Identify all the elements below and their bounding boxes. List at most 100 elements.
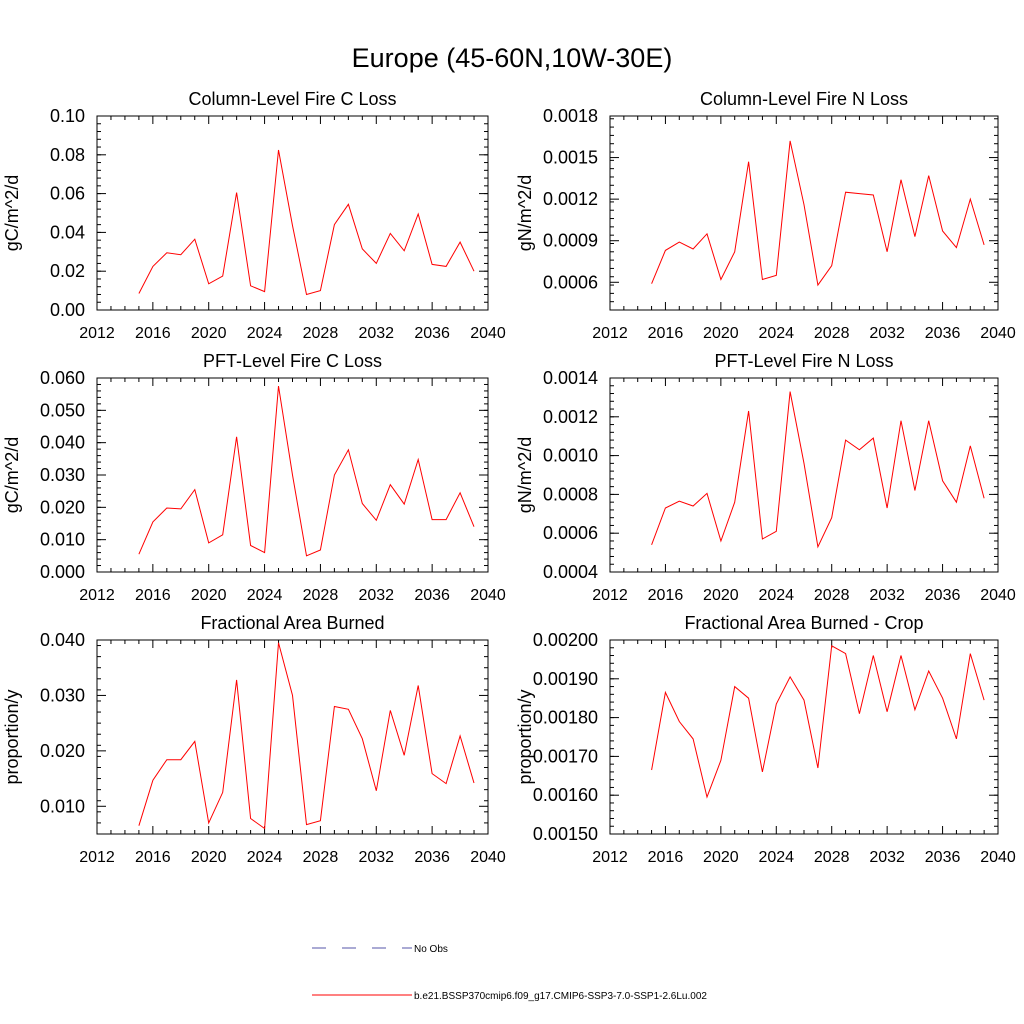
x-tick-label: 2036 (925, 587, 961, 604)
x-tick-label: 2036 (414, 587, 450, 604)
x-tick-label: 2016 (648, 849, 684, 866)
x-tick-label: 2036 (414, 325, 450, 342)
y-tick-label: 0.0006 (543, 523, 598, 543)
x-tick-label: 2040 (470, 849, 506, 866)
x-tick-label: 2036 (414, 849, 450, 866)
x-tick-label: 2024 (758, 587, 794, 604)
legend: No Obs b.e21.BSSP370cmip6.f09_g17.CMIP6-… (312, 944, 707, 1002)
x-tick-label: 2040 (980, 849, 1016, 866)
x-tick-label: 2032 (869, 849, 905, 866)
y-tick-label: 0.0014 (543, 368, 598, 388)
legend-label-no-obs: No Obs (414, 944, 448, 955)
x-tick-label: 2032 (358, 325, 394, 342)
x-tick-label: 2028 (814, 325, 850, 342)
chart-panel-3: PFT-Level Fire C Loss gC/m^2/d 2012 2016 202… (2, 351, 506, 604)
x-tick-label: 2028 (303, 587, 339, 604)
legend-label-model: b.e21.BSSP370cmip6.f09_g17.CMIP6-SSP3-7.… (414, 991, 707, 1002)
chart-title: Fractional Area Burned (200, 613, 384, 633)
y-tick-label: 0.050 (40, 400, 85, 420)
y-tick-label: 0.08 (50, 145, 85, 165)
x-tick-label: 2032 (358, 849, 394, 866)
plot-frame (609, 115, 999, 311)
x-tick-label: 2040 (980, 325, 1016, 342)
y-tick-label: 0.0006 (543, 272, 598, 292)
x-tick-label: 2012 (79, 325, 115, 342)
x-tick-label: 2028 (814, 849, 850, 866)
x-tick-label: 2012 (592, 325, 628, 342)
plot-frame (609, 639, 999, 835)
x-tick-label: 2024 (247, 325, 283, 342)
x-tick-label: 2012 (79, 849, 115, 866)
y-tick-label: 0.020 (40, 741, 85, 761)
y-tick-label: 0.00190 (533, 669, 598, 689)
panels: Column-Level Fire C Loss gC/m^2/d 2012 2016… (2, 89, 1016, 866)
y-tick-label: 0.030 (40, 685, 85, 705)
y-tick-label: 0.10 (50, 106, 85, 126)
x-tick-label: 2020 (703, 587, 739, 604)
plot-frame (609, 377, 999, 573)
y-tick-label: 0.06 (50, 184, 85, 204)
x-tick-label: 2036 (925, 325, 961, 342)
x-tick-label: 2016 (135, 325, 171, 342)
figure-title: Europe (45-60N,10W-30E) (352, 43, 673, 73)
chart-panel-5: Fractional Area Burned proportion/y 2012 20… (2, 613, 506, 866)
y-tick-label: 0.000 (40, 562, 85, 582)
chart-panel-6: Fractional Area Burned - Crop proportion/… (515, 613, 1016, 866)
x-tick-label: 2012 (592, 587, 628, 604)
y-tick-label: 0.010 (40, 530, 85, 550)
x-tick-label: 2020 (703, 849, 739, 866)
chart-title: PFT-Level Fire N Loss (714, 351, 893, 371)
x-tick-label: 2040 (470, 325, 506, 342)
plot-frame (96, 639, 489, 835)
y-tick-label: 0.040 (40, 630, 85, 650)
series-line (651, 391, 985, 549)
chart-panel-2: Column-Level Fire N Loss gN/m^2/d 2012 2016… (515, 89, 1016, 342)
chart-panel-1: Column-Level Fire C Loss gC/m^2/d 2012 2016… (2, 89, 506, 342)
y-tick-label: 0.00 (50, 300, 85, 320)
y-tick-label: 0.02 (50, 261, 85, 281)
y-axis-label: proportion/y (2, 689, 22, 784)
x-tick-label: 2032 (358, 587, 394, 604)
y-tick-label: 0.0012 (543, 189, 598, 209)
y-tick-label: 0.0010 (543, 446, 598, 466)
y-tick-label: 0.020 (40, 497, 85, 517)
chart-title: Column-Level Fire N Loss (700, 89, 908, 109)
y-tick-label: 0.0015 (543, 148, 598, 168)
y-tick-label: 0.010 (40, 796, 85, 816)
y-tick-label: 0.00170 (533, 746, 598, 766)
y-tick-label: 0.0004 (543, 562, 598, 582)
y-axis-label: gC/m^2/d (2, 175, 22, 251)
y-tick-label: 0.00180 (533, 708, 598, 728)
x-tick-label: 2020 (191, 587, 227, 604)
x-tick-label: 2024 (247, 849, 283, 866)
x-tick-label: 2024 (247, 587, 283, 604)
x-tick-label: 2012 (592, 849, 628, 866)
x-tick-label: 2032 (869, 587, 905, 604)
chart-title: Fractional Area Burned - Crop (684, 613, 923, 633)
y-axis-label: gN/m^2/d (515, 437, 535, 513)
y-tick-label: 0.0009 (543, 231, 598, 251)
y-axis-label: proportion/y (515, 689, 535, 784)
series-line (138, 149, 475, 296)
y-tick-label: 0.00200 (533, 630, 598, 650)
x-tick-label: 2028 (303, 325, 339, 342)
x-tick-label: 2016 (648, 325, 684, 342)
y-tick-label: 0.0012 (543, 407, 598, 427)
x-tick-label: 2016 (648, 587, 684, 604)
x-tick-label: 2040 (470, 587, 506, 604)
chart-title: PFT-Level Fire C Loss (203, 351, 382, 371)
x-tick-label: 2024 (758, 325, 794, 342)
series-line (651, 140, 985, 287)
chart-panel-4: PFT-Level Fire N Loss gN/m^2/d 2012 2016 202… (515, 351, 1016, 604)
plot-frame (96, 115, 489, 311)
y-tick-label: 0.0018 (543, 106, 598, 126)
x-tick-label: 2020 (191, 849, 227, 866)
series-line (651, 644, 985, 799)
y-tick-label: 0.04 (50, 222, 85, 242)
x-tick-label: 2024 (758, 849, 794, 866)
x-tick-label: 2028 (814, 587, 850, 604)
y-axis-label: gN/m^2/d (515, 175, 535, 251)
x-tick-label: 2020 (191, 325, 227, 342)
x-tick-label: 2012 (79, 587, 115, 604)
y-axis-label: gC/m^2/d (2, 437, 22, 513)
